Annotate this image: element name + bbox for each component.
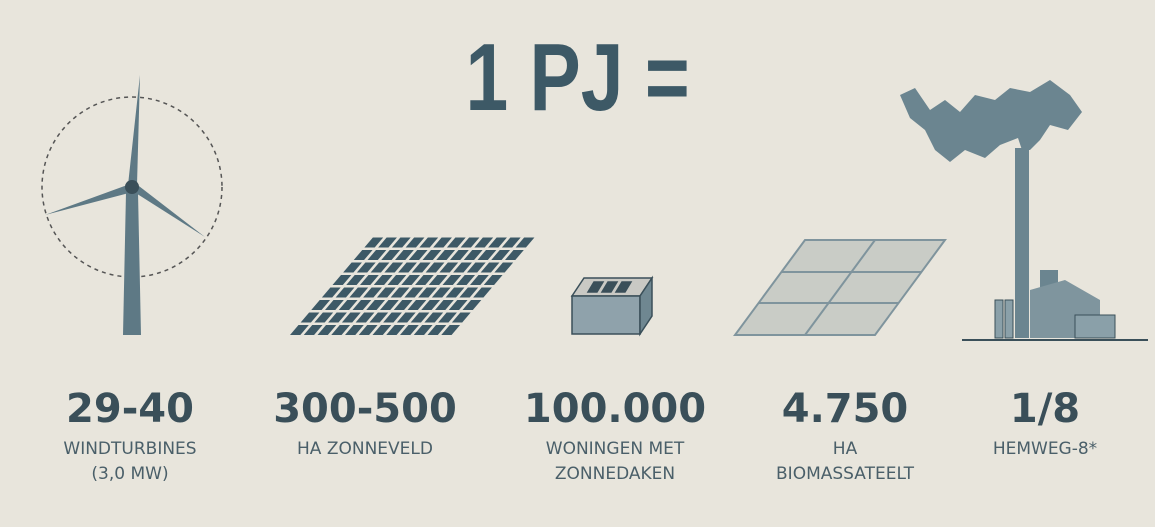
- item-value: 1/8: [1010, 386, 1080, 432]
- item-label: (3,0 MW): [91, 464, 168, 484]
- item-value: 4.750: [782, 386, 909, 432]
- item-label: BIOMASSATEELT: [776, 464, 915, 484]
- infographic: 1 PJ = 29-40WINDTURBINES(3,0 M: [0, 0, 1155, 527]
- item-label: WINDTURBINES: [63, 439, 196, 459]
- title: 1 PJ =: [466, 24, 690, 131]
- item-value: 300-500: [273, 386, 457, 432]
- item-label: HA ZONNEVELD: [297, 439, 433, 459]
- item-label: WONINGEN MET: [546, 439, 685, 459]
- item-label: ZONNEDAKEN: [555, 464, 675, 484]
- item-label: HA: [833, 439, 858, 459]
- item-value: 100.000: [524, 386, 706, 432]
- item-value: 29-40: [66, 386, 194, 432]
- item-label: HEMWEG-8*: [993, 439, 1097, 459]
- house-icon: [572, 278, 652, 334]
